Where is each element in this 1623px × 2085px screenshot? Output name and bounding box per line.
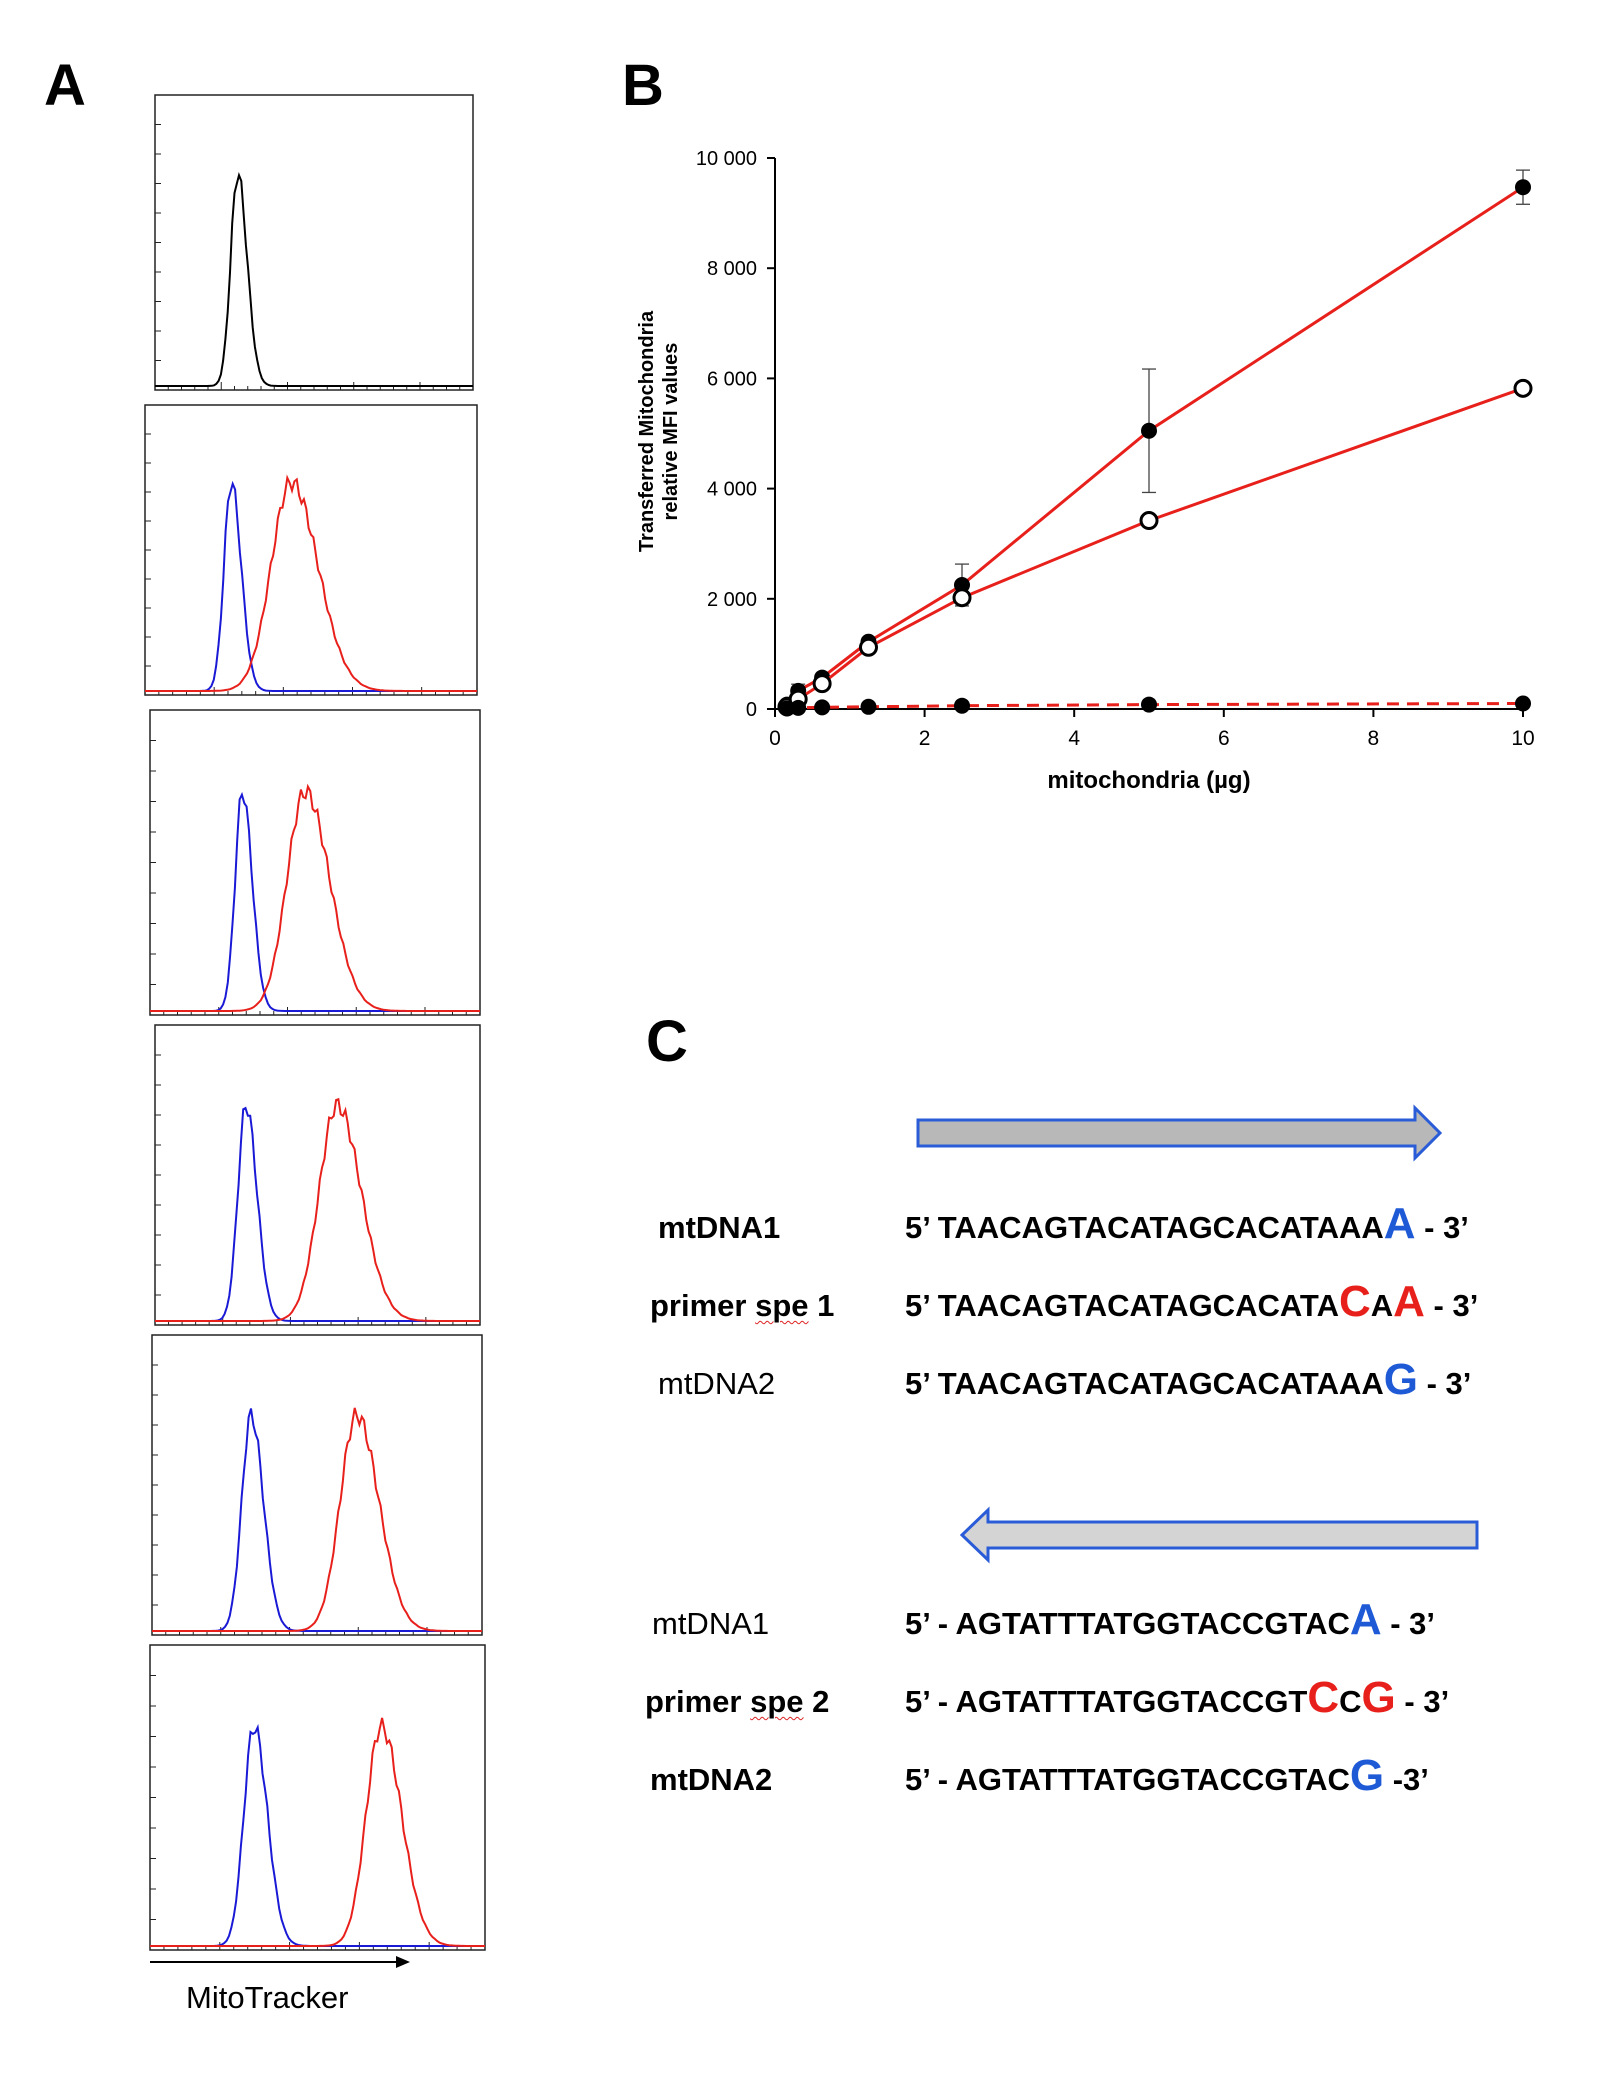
data-point (860, 698, 877, 715)
label-text: primer (650, 1288, 756, 1323)
highlighted-base: C (1338, 1277, 1371, 1326)
sequence-label: mtDNA2 (658, 1366, 776, 1401)
data-point (814, 699, 831, 716)
highlighted-base: G (1349, 1751, 1385, 1800)
sequence-text: 5’ TAACAGTACATAGCACATACAA - 3’ (905, 1280, 1479, 1324)
sequence-part: - 3’ (1415, 1210, 1469, 1245)
y-axis-title-line1: Transferred Mitochondria (636, 310, 658, 552)
sequence-part: - 3’ (1417, 1366, 1472, 1401)
reverse-arrow (959, 1506, 1479, 1564)
sequence-text: 5’ - AGTATTTATGGTACCGTACA - 3’ (905, 1598, 1436, 1642)
histogram-xlabel: MitoTracker (186, 1980, 349, 2015)
data-point (954, 577, 970, 594)
histogram-panel (154, 1024, 481, 1326)
histogram-panel (151, 1334, 483, 1636)
sequence-part: - 3’ (1381, 1606, 1436, 1641)
sequence-part: - 3’ (1424, 1288, 1479, 1323)
sequence-part: 5’ - AGTATTTATGGTACCGT (905, 1684, 1308, 1719)
highlighted-base: A (1383, 1199, 1416, 1248)
highlighted-base: A (1349, 1595, 1382, 1644)
data-point (952, 588, 972, 608)
label-text-squiggle: spe (755, 1288, 809, 1323)
panel-label-b: B (622, 53, 664, 118)
highlighted-base: G (1383, 1355, 1418, 1404)
histogram-curve-stained (150, 783, 480, 1012)
x-axis-title: mitochondria (µg) (1047, 767, 1250, 794)
sequence-part: 5’ TAACAGTACATAGCACATA (905, 1288, 1339, 1323)
histogram-panel (154, 94, 474, 391)
x-tick-label: 0 (769, 727, 781, 750)
line-chart: 0 2 000 4 000 6 000 8 000 10 000 0 2 4 6 8 10 mitoch… (636, 148, 1535, 794)
highlighted-base: G (1361, 1673, 1396, 1722)
arrows-layer (916, 1104, 1479, 1564)
series-control (778, 695, 1531, 717)
data-point (1513, 378, 1533, 398)
y-tick-label: 6 000 (707, 368, 757, 390)
label-text: 2 (803, 1684, 830, 1719)
sequence-part: A (1370, 1288, 1394, 1323)
y-tick-label: 0 (746, 699, 757, 721)
y-tick-label: 8 000 (707, 258, 757, 280)
histogram-panel (149, 709, 481, 1016)
xaxis-arrowhead (396, 1956, 410, 1968)
x-tick-label: 6 (1218, 727, 1230, 750)
x-tick-label: 4 (1068, 727, 1080, 750)
y-tick-label: 10 000 (696, 148, 757, 170)
data-point (812, 674, 832, 694)
histogram-curve-stained (145, 474, 477, 692)
sequence-part: - 3’ (1395, 1684, 1450, 1719)
data-point (1141, 696, 1157, 713)
y-axis-title-line2: relative MFI values (660, 343, 682, 521)
data-point (1515, 179, 1531, 196)
label-text-squiggle: spe (750, 1684, 804, 1719)
label-text: primer (645, 1684, 751, 1719)
data-point (1515, 695, 1531, 712)
histogram-curve-stained (152, 1407, 482, 1632)
data-point (778, 700, 795, 717)
y-tick-label: 2 000 (707, 589, 757, 611)
data-point (1139, 511, 1159, 531)
sequence-part: 5’ TAACAGTACATAGCACATAAA (905, 1210, 1384, 1245)
sequence-part: 5’ - AGTATTTATGGTACCGTAC (905, 1762, 1350, 1797)
sequence-text: 5’ TAACAGTACATAGCACATAAAG - 3’ (905, 1358, 1472, 1402)
histogram-panel (144, 404, 478, 696)
histogram-stack (144, 94, 486, 1968)
forward-arrow (916, 1104, 1443, 1162)
sequence-text: 5’ - AGTATTTATGGTACCGTCCG - 3’ (905, 1676, 1450, 1720)
histogram-panel (149, 1644, 486, 1951)
histogram-curve-control (155, 171, 473, 387)
x-tick-label: 10 (1511, 727, 1534, 750)
x-tick-label: 2 (919, 727, 931, 750)
sequence-part: C (1339, 1684, 1362, 1719)
x-tick-label: 8 (1368, 727, 1380, 750)
sequence-label: mtDNA1 (652, 1606, 770, 1641)
sequence-label: mtDNA2 (650, 1762, 773, 1797)
panel-label-a: A (44, 53, 86, 118)
sequence-text: 5’ - AGTATTTATGGTACCGTACG -3’ (905, 1754, 1429, 1798)
histogram-curve-stained (155, 1097, 480, 1322)
histogram-curve-stained (150, 1717, 485, 1947)
data-point (790, 699, 807, 716)
sequence-part: 5’ TAACAGTACATAGCACATAAA (905, 1366, 1384, 1401)
sequence-text: 5’ TAACAGTACATAGCACATAAAA - 3’ (905, 1202, 1469, 1246)
sequence-label: mtDNA1 (658, 1210, 781, 1245)
data-point (859, 637, 878, 657)
sequence-part: -3’ (1384, 1762, 1429, 1797)
data-point (1141, 422, 1157, 439)
highlighted-base: C (1307, 1673, 1340, 1722)
panel-label-c: C (646, 1009, 688, 1074)
y-tick-label: 4 000 (707, 479, 757, 501)
sequence-label: primer spe 2 (645, 1684, 829, 1720)
sequence-part: 5’ - AGTATTTATGGTACCGTAC (905, 1606, 1350, 1641)
label-text: 1 (808, 1288, 835, 1323)
sequence-label: primer spe 1 (650, 1288, 834, 1324)
data-point (954, 697, 970, 714)
highlighted-base: A (1393, 1277, 1425, 1326)
